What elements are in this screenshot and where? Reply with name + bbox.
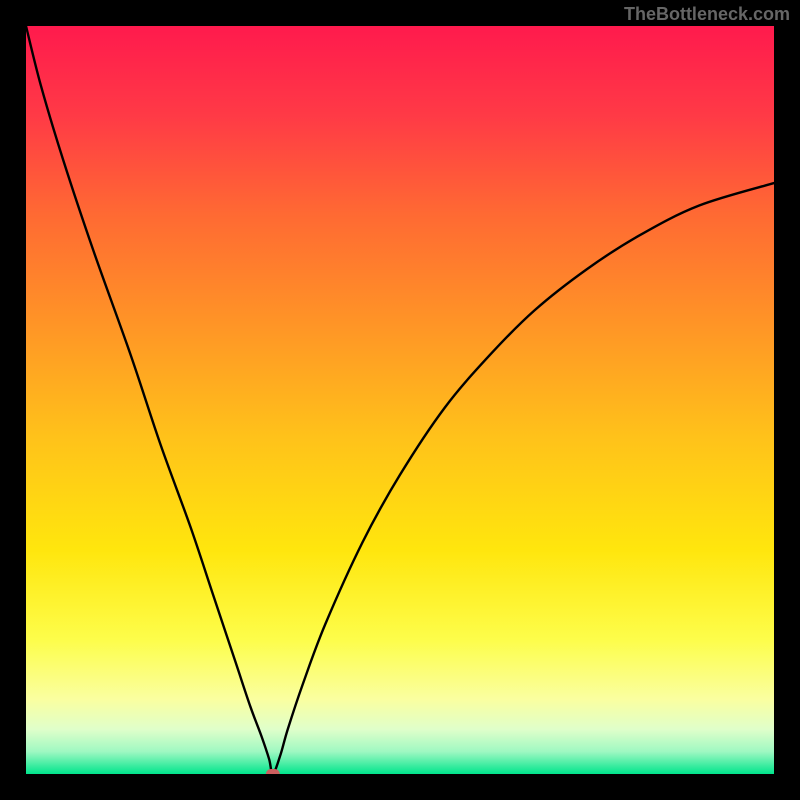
bottleneck-chart [0, 0, 800, 800]
chart-svg [0, 0, 800, 800]
watermark-text: TheBottleneck.com [624, 4, 790, 25]
plot-background [26, 26, 774, 774]
